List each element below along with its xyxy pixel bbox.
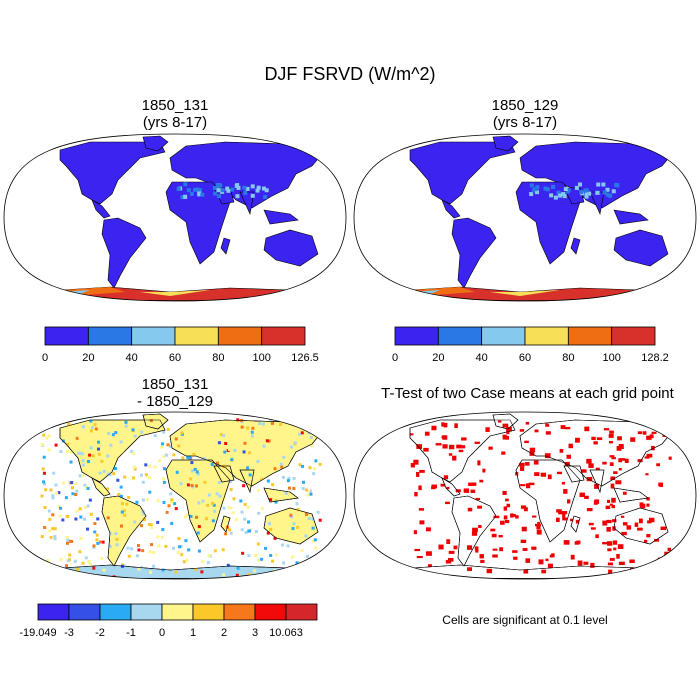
colorbar-tick-label-8: 10.063 [269,627,303,639]
colorbar-tick-label-0: 0 [392,352,398,364]
colorbar-box-5 [611,326,656,346]
panel-1-title-line-2: (yrs 8-17) [142,114,208,131]
panel-1-title: 1850_131 (yrs 8-17) [50,97,300,131]
colorbar-box-2 [99,603,132,621]
panel-4-title-line-1: T-Test of two Case means at each grid po… [381,385,674,402]
antarctic-gradient-field [60,287,210,300]
colorbar-tick-label-6: 128.2 [641,352,669,364]
colorbar-tick-label-1: 20 [432,352,444,364]
madagascar-landmass [570,237,581,255]
colorbar-tick-label-6: 2 [221,627,227,639]
colorbar-tick-label-0: 0 [42,352,48,364]
map-panel-1850-131 [3,133,347,302]
colorbar-box-2 [131,326,176,346]
map-border [353,133,697,302]
panel-2-title-line-2: (yrs 8-17) [492,114,558,131]
colorbar-tick-label-2: 40 [476,352,488,364]
figure-title: DJF FSRVD (W/m^2) [264,64,436,84]
antarctic-gradient-field [410,287,560,300]
central-america-landmass [91,199,111,219]
colorbar-1850-129: 0 20 40 60 80 100 128.2 [392,326,669,364]
colorbar-box-1 [437,326,483,346]
map-border [3,411,347,580]
greenland-landmass [142,135,169,152]
colorbar-box-5 [261,326,306,346]
colorbar-box-3 [130,603,163,621]
colorbar-box-6 [223,603,256,621]
europe-asia-landmass [169,141,323,209]
colorbar-box-4 [217,326,263,346]
difference-field [40,418,322,579]
colorbar-box-0 [394,326,439,346]
map-panel-ttest [353,411,697,580]
sahara-arabia-field [176,182,269,200]
central-america-landmass [441,199,461,219]
colorbar-tick-label-0: -19.049 [19,627,56,639]
colorbar-box-5 [192,603,225,621]
se-asia-islands-landmass [613,209,649,225]
colorbar-box-0 [44,326,89,346]
colorbar-box-1 [68,603,101,621]
south-america-landmass [451,217,497,289]
colorbar-box-0 [37,603,70,621]
panel-3-title-line-1: 1850_131 [141,376,209,393]
madagascar-landmass [220,237,231,255]
panel-3-title-line-2: - 1850_129 [137,393,213,410]
colorbar-tick-label-4: 0 [159,627,165,639]
panel-4-title: T-Test of two Case means at each grid po… [355,385,700,402]
colorbar-tick-label-6: 126.5 [291,352,319,364]
map-border [353,411,697,580]
colorbar-tick-label-7: 3 [252,627,258,639]
panel-2-title-line-1: 1850_129 [491,97,559,114]
map-panel-difference [3,411,347,580]
colorbar-tick-label-5: 100 [252,352,270,364]
colorbar-tick-label-2: -2 [95,627,105,639]
colorbar-tick-label-3: 60 [519,352,531,364]
map-panel-1850-129 [353,133,697,302]
colorbar-box-1 [87,326,133,346]
colorbar-tick-label-5: 1 [190,627,196,639]
colorbar-box-4 [161,603,194,621]
significance-note: Cells are significant at 0.1 level [442,613,608,627]
australia-landmass [263,229,319,267]
colorbar-tick-label-1: -3 [64,627,74,639]
colorbar-tick-label-2: 40 [126,352,138,364]
panel-2-title: 1850_129 (yrs 8-17) [400,97,650,131]
colorbar-tick-label-4: 80 [212,352,224,364]
colorbar-box-4 [567,326,613,346]
colorbar-box-2 [481,326,526,346]
south-america-landmass [101,217,147,289]
colorbar-1850-131: 0 20 40 60 80 100 126.5 [42,326,319,364]
colorbar-tick-label-4: 80 [562,352,574,364]
australia-landmass [613,229,669,267]
colorbar-box-7 [254,603,287,621]
colorbar-box-8 [285,603,318,621]
europe-asia-landmass [519,141,673,209]
se-asia-islands-landmass [263,209,299,225]
greenland-landmass [492,135,519,152]
significant-cells [410,420,672,574]
colorbar-box-3 [174,326,219,346]
panel-1-title-line-1: 1850_131 [141,97,209,114]
colorbar-difference: -19.049 -3 -2 -1 0 1 2 3 10.063 [19,603,318,639]
map-border [3,133,347,302]
colorbar-tick-label-5: 100 [602,352,620,364]
colorbar-tick-label-1: 20 [82,352,94,364]
panel-3-title: 1850_131 - 1850_129 [50,376,300,410]
colorbar-box-3 [524,326,569,346]
colorbar-tick-label-3: -1 [126,627,136,639]
sahara-arabia-field [529,182,620,200]
colorbar-tick-label-3: 60 [169,352,181,364]
